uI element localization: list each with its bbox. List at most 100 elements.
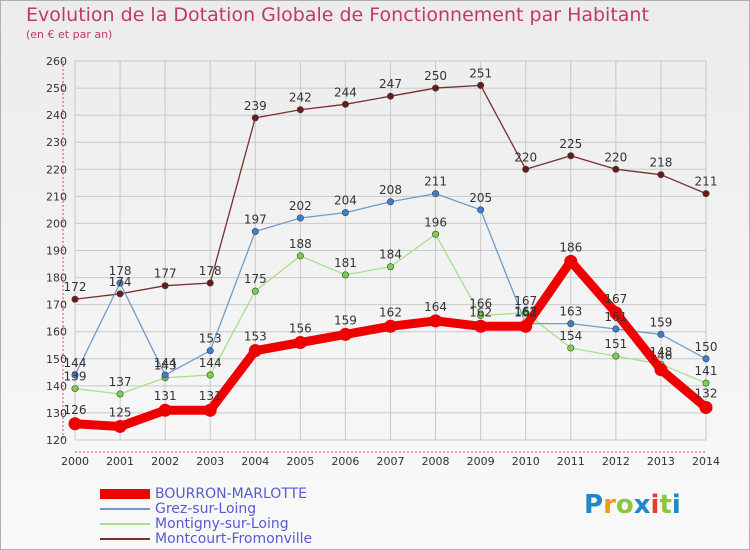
data-point: [477, 81, 485, 89]
data-point: [702, 379, 710, 387]
data-point: [296, 252, 304, 260]
data-labels: 172 174 177 178 239 242 244 247 250 251 220 225 220 2…: [64, 66, 718, 419]
legend-swatch-montigny-sur-loing: [100, 523, 150, 525]
data-point: [519, 319, 533, 333]
data-point: [432, 230, 440, 238]
x-tick-label: 2000: [61, 455, 89, 468]
data-point: [251, 287, 259, 295]
x-tick-label: 2004: [241, 455, 269, 468]
x-tick-label: 2010: [512, 455, 540, 468]
data-point: [386, 263, 394, 271]
logo-letter: i: [650, 490, 660, 520]
data-point: [522, 309, 530, 317]
data-point: [251, 114, 259, 122]
data-point: [564, 254, 578, 268]
y-tick-label: 130: [46, 407, 67, 420]
data-point: [206, 347, 214, 355]
data-label: 137: [109, 375, 132, 389]
data-point: [341, 209, 349, 217]
data-label: 220: [604, 150, 627, 164]
x-tick-label: 2007: [377, 455, 405, 468]
data-label: 144: [64, 356, 87, 370]
legend-swatch-bourron-marlotte: [100, 489, 150, 499]
x-tick-label: 2012: [602, 455, 630, 468]
data-label: 139: [64, 370, 87, 384]
data-point: [338, 327, 352, 341]
logo-letter: t: [659, 490, 672, 520]
data-label: 167: [514, 294, 537, 308]
data-point: [206, 279, 214, 287]
logo-letter: P: [584, 490, 604, 520]
legend-item-bourron-marlotte: BOURRON-MARLOTTE: [100, 486, 307, 502]
data-label: 143: [154, 359, 177, 373]
data-label: 146: [649, 349, 672, 363]
data-point: [657, 330, 665, 338]
data-label: 154: [559, 329, 582, 343]
data-point: [161, 282, 169, 290]
data-label: 225: [559, 137, 582, 151]
data-label: 181: [334, 256, 357, 270]
data-point: [386, 92, 394, 100]
data-point: [386, 198, 394, 206]
data-point: [158, 403, 172, 417]
data-point: [71, 385, 79, 393]
data-point: [116, 279, 124, 287]
data-label: 177: [154, 267, 177, 281]
data-point: [567, 320, 575, 328]
legend-item-montigny-sur-loing: Montigny-sur-Loing: [100, 516, 289, 532]
data-point: [432, 84, 440, 92]
data-label: 159: [649, 315, 672, 329]
data-label: 167: [604, 292, 627, 306]
data-point: [702, 190, 710, 198]
data-label: 153: [199, 332, 222, 346]
data-label: 218: [649, 156, 672, 170]
x-tick-label: 2014: [692, 455, 720, 468]
legend-label: Montigny-sur-Loing: [155, 516, 289, 532]
x-tick-label: 2006: [331, 455, 359, 468]
data-label: 162: [514, 305, 537, 319]
series-lines: [68, 81, 713, 433]
data-label: 141: [695, 364, 718, 378]
data-point: [116, 290, 124, 298]
data-label: 197: [244, 213, 267, 227]
data-point: [113, 419, 127, 433]
y-tick-label: 160: [46, 326, 67, 339]
data-label: 144: [154, 356, 177, 370]
data-label: 166: [469, 296, 492, 310]
data-label: 188: [289, 237, 312, 251]
data-label: 126: [64, 403, 87, 417]
x-tick-label: 2002: [151, 455, 179, 468]
proxiti-logo: Proxiti: [584, 490, 681, 520]
y-tick-label: 200: [46, 217, 67, 230]
data-point: [699, 401, 713, 415]
data-label: 153: [244, 330, 267, 344]
data-label: 196: [424, 215, 447, 229]
data-label: 131: [154, 389, 177, 403]
y-tick-label: 210: [46, 190, 67, 203]
data-point: [206, 371, 214, 379]
x-tick-label: 2005: [286, 455, 314, 468]
data-point: [567, 344, 575, 352]
data-label: 150: [695, 340, 718, 354]
data-point: [68, 417, 82, 431]
data-point: [71, 371, 79, 379]
legend-label: BOURRON-MARLOTTE: [155, 486, 308, 502]
x-tick-label: 2013: [647, 455, 675, 468]
data-label: 239: [244, 99, 267, 113]
data-label: 172: [64, 280, 87, 294]
data-point: [612, 352, 620, 360]
y-tick-label: 190: [46, 245, 67, 258]
data-label: 163: [559, 305, 582, 319]
data-point: [432, 190, 440, 198]
data-point: [248, 344, 262, 358]
chart-title: Evolution de la Dotation Globale de Fonc…: [26, 4, 649, 26]
data-label: 251: [469, 66, 492, 80]
data-point: [609, 306, 623, 320]
data-label: 211: [695, 175, 718, 189]
data-label: 156: [289, 322, 312, 336]
y-tick-label: 180: [46, 272, 67, 285]
data-label: 162: [379, 305, 402, 319]
x-tick-label: 2003: [196, 455, 224, 468]
y-tick-label: 120: [46, 434, 67, 447]
